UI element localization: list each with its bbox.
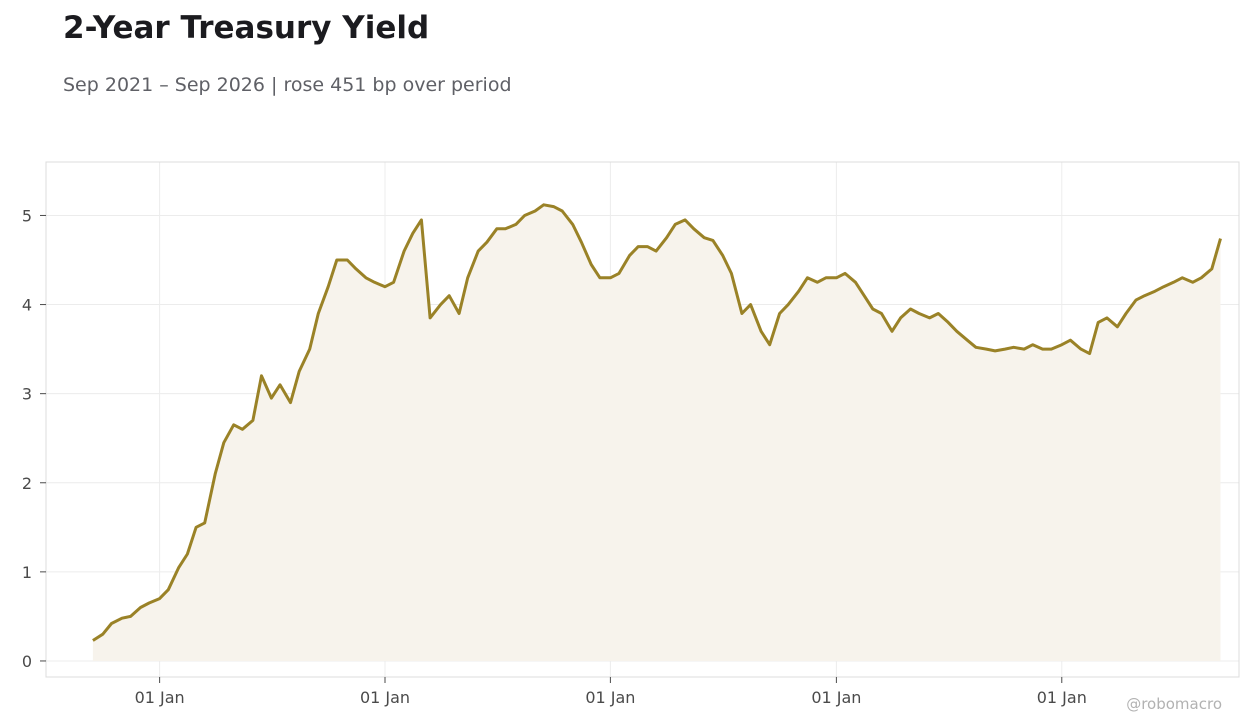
x-axis: 01 Jan 01 Jan 01 Jan 01 Jan 01 Jan	[135, 677, 1087, 707]
y-tick-label: 5	[22, 206, 32, 225]
y-tick-label: 0	[22, 652, 32, 671]
x-tick-label: 01 Jan	[135, 688, 185, 707]
watermark: @robomacro	[1126, 695, 1222, 713]
x-tick-label: 01 Jan	[1037, 688, 1087, 707]
chart-title: 2-Year Treasury Yield	[63, 10, 430, 46]
yield-line	[92, 203, 1222, 642]
y-tick-label: 2	[22, 474, 32, 493]
y-tick-label: 3	[22, 385, 32, 404]
x-tick-label: 01 Jan	[360, 688, 410, 707]
plot-border	[45, 161, 1240, 678]
y-axis: 0 1 2 3 4 5	[22, 206, 46, 671]
chart-subtitle: Sep 2021 – Sep 2026 | rose 451 bp over p…	[63, 74, 512, 96]
x-tick-label: 01 Jan	[585, 688, 635, 707]
y-tick-label: 1	[22, 563, 32, 582]
x-tick-label: 01 Jan	[811, 688, 861, 707]
yield-area-fill	[92, 204, 1221, 662]
y-tick-label: 4	[22, 296, 32, 315]
